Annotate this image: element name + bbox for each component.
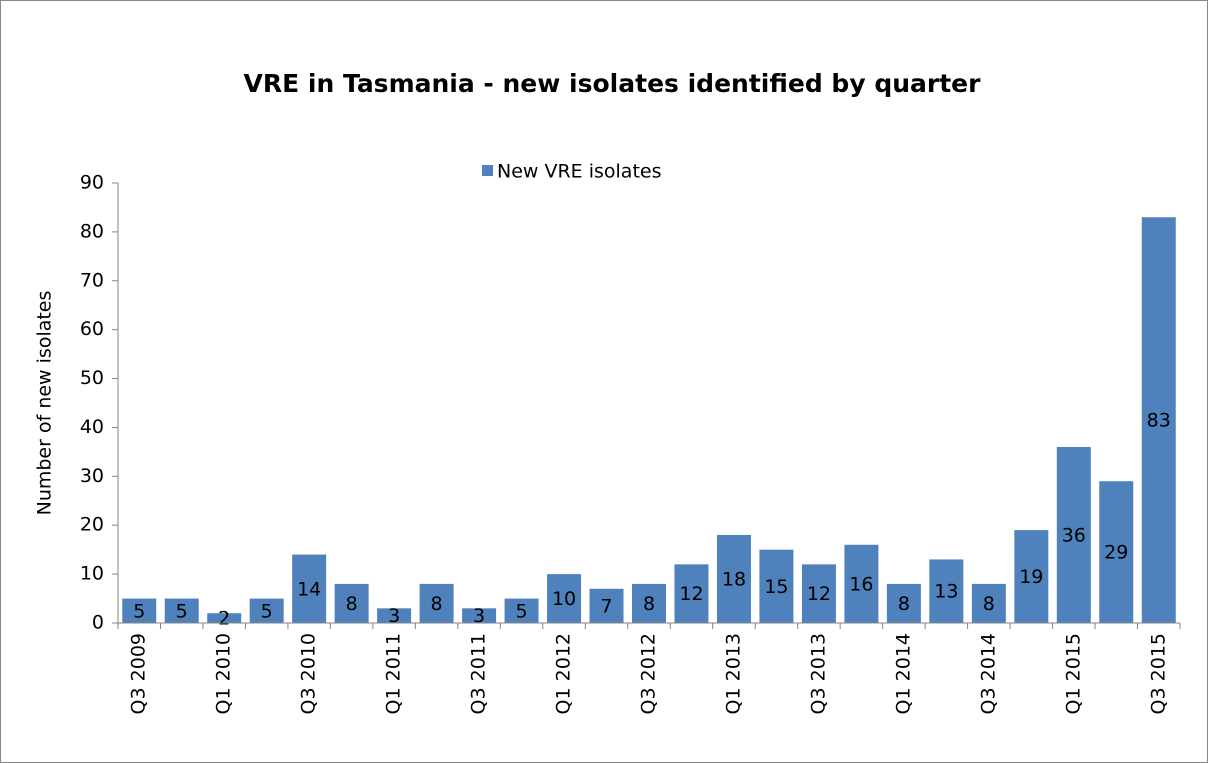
y-tick-label: 30 [80, 465, 104, 487]
bar [164, 598, 199, 623]
data-label: 29 [1104, 542, 1128, 564]
bar [462, 608, 497, 623]
x-tick-label: Q1 2012 [553, 633, 575, 714]
bar [1141, 217, 1176, 623]
y-tick-label: 70 [80, 269, 104, 291]
y-tick-label: 60 [80, 318, 104, 340]
y-tick-label: 50 [80, 367, 104, 389]
bar [292, 554, 327, 623]
bar [504, 598, 539, 623]
y-tick-label: 40 [80, 416, 104, 438]
bar [971, 583, 1006, 623]
bar [716, 535, 751, 623]
data-label: 14 [297, 578, 321, 600]
data-label: 83 [1147, 410, 1171, 432]
data-label: 5 [516, 600, 528, 622]
x-tick-label: Q3 2014 [977, 633, 999, 714]
y-tick-label: 20 [80, 514, 104, 536]
bar [249, 598, 284, 623]
data-label: 36 [1062, 525, 1086, 547]
data-label: 15 [764, 576, 788, 598]
chart-title: VRE in Tasmania - new isolates identifie… [244, 69, 982, 98]
data-label: 5 [261, 600, 273, 622]
legend-label: New VRE isolates [497, 161, 662, 183]
x-tick-label: Q1 2011 [383, 633, 405, 714]
bar [929, 559, 964, 623]
bar [759, 549, 794, 623]
data-label: 2 [218, 608, 230, 630]
data-label: 12 [807, 583, 831, 605]
x-tick-label: Q3 2009 [128, 633, 150, 714]
bar [207, 613, 242, 623]
bar [1014, 530, 1049, 623]
data-label: 5 [176, 600, 188, 622]
data-label: 10 [552, 588, 576, 610]
x-tick-label: Q1 2014 [892, 633, 914, 714]
y-tick-label: 90 [80, 172, 104, 194]
x-tick-label: Q3 2010 [298, 633, 320, 714]
x-tick-label: Q3 2012 [638, 633, 660, 714]
data-label: 8 [346, 593, 358, 615]
y-axis-label: Number of new isolates [34, 291, 56, 516]
bar [419, 583, 454, 623]
x-tick-label: Q1 2015 [1062, 633, 1084, 714]
x-tick-label: Q3 2013 [807, 633, 829, 714]
data-label: 13 [934, 581, 958, 603]
data-label: 7 [600, 595, 612, 617]
bar [547, 574, 582, 623]
data-label: 3 [473, 605, 485, 627]
data-label: 8 [983, 593, 995, 615]
bar [632, 583, 666, 623]
bar [589, 588, 624, 623]
data-label: 3 [388, 605, 400, 627]
bar [1099, 481, 1134, 623]
data-label: 8 [431, 593, 443, 615]
bar [1056, 447, 1091, 623]
data-label: 8 [643, 593, 655, 615]
legend-swatch [482, 165, 493, 176]
data-label: 5 [133, 600, 145, 622]
x-tick-label: Q3 2015 [1147, 633, 1169, 714]
data-label: 19 [1019, 566, 1043, 588]
bar [377, 608, 412, 623]
bar [122, 598, 157, 623]
y-tick-label: 10 [80, 563, 104, 585]
bar [674, 564, 709, 623]
x-tick-label: Q3 2011 [468, 633, 490, 714]
x-tick-label: Q1 2013 [722, 633, 744, 714]
data-label: 18 [722, 569, 746, 591]
bar [801, 564, 836, 623]
y-tick-label: 80 [80, 220, 104, 242]
y-tick-label: 0 [92, 612, 104, 634]
data-label: 16 [849, 573, 873, 595]
bar [886, 583, 921, 623]
bar [844, 544, 879, 623]
data-label: 8 [898, 593, 910, 615]
data-label: 12 [679, 583, 703, 605]
x-tick-label: Q1 2010 [213, 633, 235, 714]
bar [334, 583, 369, 623]
